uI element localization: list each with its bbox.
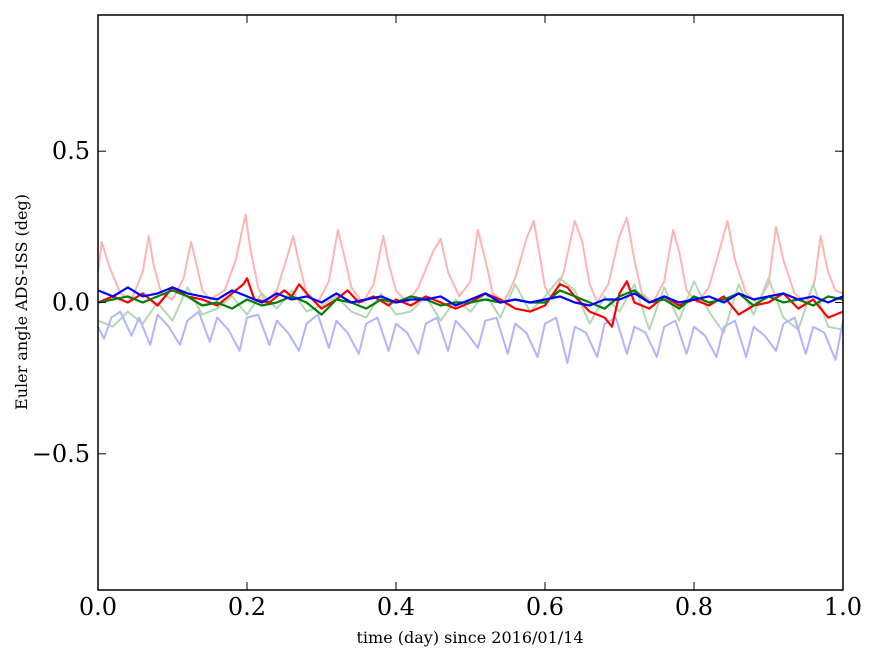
y-axis-label: Euler angle ADS-ISS (deg) xyxy=(12,194,31,410)
series-layer xyxy=(97,213,844,364)
series-line-3 xyxy=(97,277,844,328)
series-line-0 xyxy=(97,213,844,304)
x-tick-label: 0.4 xyxy=(377,593,415,621)
x-tick-label: 1.0 xyxy=(824,593,862,621)
y-axis-ticks: 0.5 0.0 −0.5 xyxy=(32,137,843,468)
y-tick-label: 0.5 xyxy=(52,137,90,165)
x-tick-label: 0.2 xyxy=(228,593,266,621)
series-line-5 xyxy=(97,286,844,307)
x-axis-ticks: 0.0 0.2 0.4 0.6 0.8 1.0 xyxy=(79,15,862,621)
x-axis-label: time (day) since 2016/01/14 xyxy=(356,628,583,647)
x-tick-label: 0.6 xyxy=(526,593,564,621)
y-tick-label: 0.0 xyxy=(52,289,90,317)
x-tick-label: 0.8 xyxy=(675,593,713,621)
x-tick-label: 0.0 xyxy=(79,593,117,621)
y-tick-label: −0.5 xyxy=(32,440,90,468)
series-line-2 xyxy=(97,310,844,364)
